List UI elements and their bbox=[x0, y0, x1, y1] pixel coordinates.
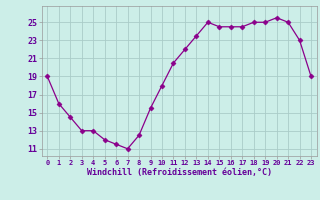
X-axis label: Windchill (Refroidissement éolien,°C): Windchill (Refroidissement éolien,°C) bbox=[87, 168, 272, 177]
